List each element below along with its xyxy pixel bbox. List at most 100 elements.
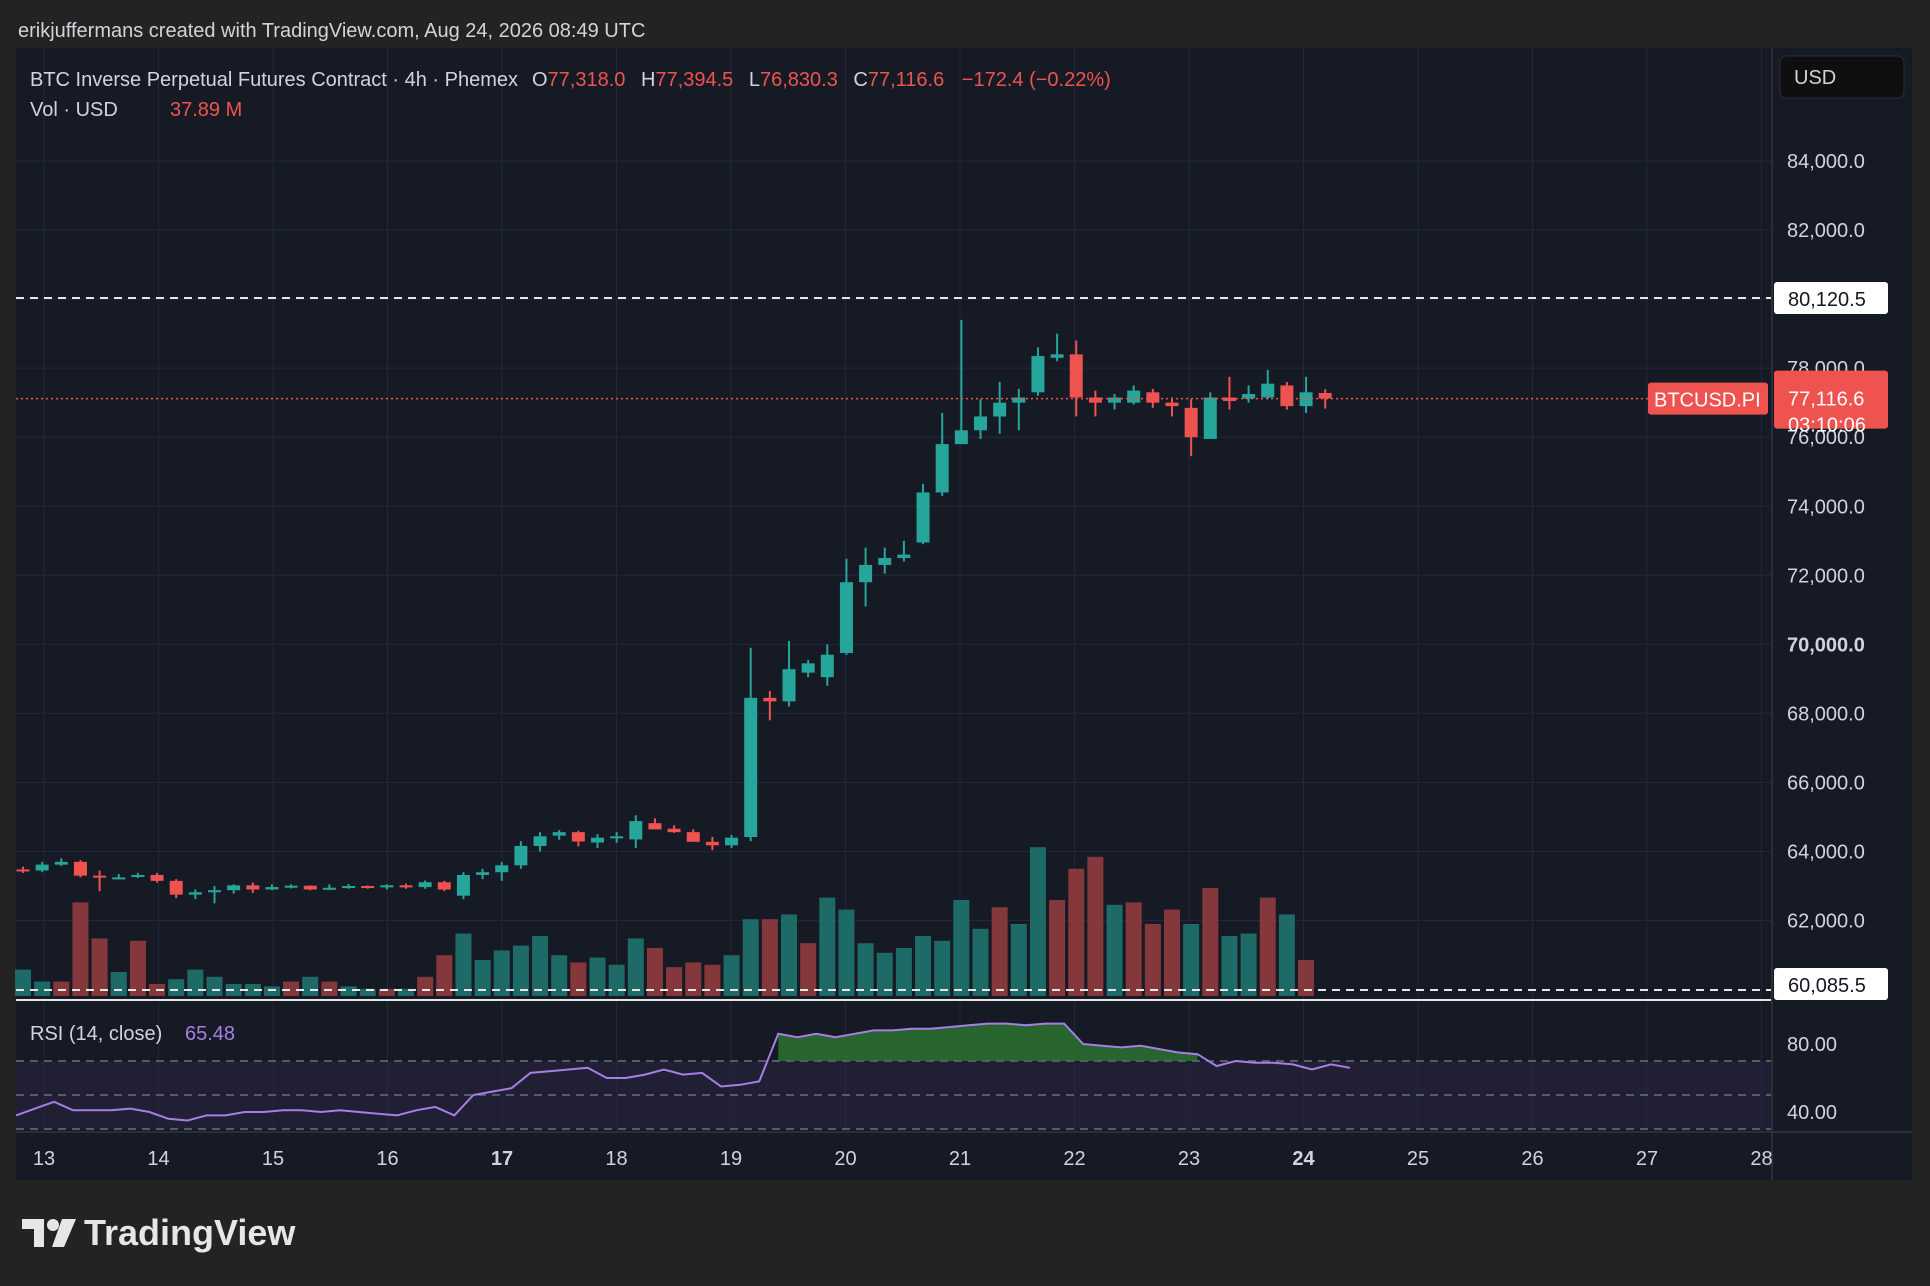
legend-open-value: 77,318.0 [548, 69, 626, 91]
legend-open-label: O [532, 69, 548, 91]
volume-bar [378, 988, 395, 996]
candle-body [380, 885, 394, 888]
volume-bar [1144, 924, 1161, 996]
time-tick-label: 17 [491, 1148, 513, 1170]
time-tick-label: 26 [1521, 1148, 1543, 1170]
symbol-tag-text: BTCUSD.PI [1654, 390, 1761, 412]
price-tick-label: 72,000.0 [1787, 565, 1865, 587]
candle-down [1318, 389, 1332, 409]
volume-bar [436, 955, 453, 996]
candle-up [801, 659, 815, 678]
candlestick-series[interactable] [16, 319, 1332, 904]
candle-body [916, 492, 930, 543]
candle-up [322, 884, 336, 891]
candle-body [169, 880, 183, 895]
candle-down [571, 830, 585, 847]
candle-up [1012, 388, 1026, 431]
volume-bar [1049, 900, 1066, 996]
time-tick-label: 25 [1407, 1148, 1429, 1170]
candle-body [265, 887, 279, 890]
volume-bar [895, 948, 912, 996]
candle-body [533, 836, 547, 846]
volume-bar [302, 976, 319, 996]
volume-bar [1259, 897, 1276, 996]
legend-low-value: 76,830.3 [760, 69, 838, 91]
candle-down [16, 866, 30, 873]
volume-bar [72, 902, 89, 996]
volume-bar [283, 981, 300, 996]
rsi-tick-label: 80.00 [1787, 1034, 1837, 1056]
candle-down [648, 818, 662, 830]
volume-bar [1183, 924, 1200, 996]
candle-body [495, 865, 509, 873]
candle-body [150, 874, 164, 881]
volume-bar [455, 933, 472, 996]
candle-body [667, 828, 681, 833]
candle-up [54, 858, 68, 867]
price-tick-label: 62,000.0 [1787, 911, 1865, 933]
low-price-tag: 60,085.5 [1774, 968, 1888, 1000]
time-tick-label: 15 [262, 1148, 284, 1170]
tradingview-logo[interactable]: TradingView [22, 1212, 295, 1254]
axes: 84,000.082,000.078,000.076,000.074,000.0… [16, 48, 1912, 1180]
price-tick-label: 64,000.0 [1787, 842, 1865, 864]
candle-up [744, 647, 758, 842]
candle-down [1165, 397, 1179, 417]
time-tick-label: 21 [949, 1148, 971, 1170]
candle-up [1127, 385, 1141, 405]
candle-up [131, 872, 145, 879]
candle-up [284, 884, 298, 889]
volume-bar [129, 940, 146, 996]
chart-panel[interactable]: 84,000.082,000.078,000.076,000.074,000.0… [0, 0, 1930, 1190]
legend-ohlc: O77,318.0 H77,394.5 L76,830.3 C77,116.6 … [532, 69, 1111, 91]
volume-bar [570, 962, 587, 996]
volume-bar [781, 914, 797, 996]
volume-bar [953, 900, 970, 996]
volume-bar [532, 936, 549, 996]
candle-up [878, 547, 892, 574]
volume-bar [91, 938, 108, 996]
tradingview-logo-icon [22, 1219, 76, 1247]
volume-bar [800, 943, 817, 996]
time-tick-label: 13 [33, 1148, 55, 1170]
volume-bar [934, 940, 951, 996]
legend-high-label: H [641, 69, 655, 91]
candle-body [456, 874, 470, 896]
candle-body [93, 875, 107, 878]
candle-body [303, 885, 317, 890]
candle-body [1203, 397, 1217, 439]
candle-up [1108, 394, 1122, 410]
rsi-overbought-fill [778, 1023, 1198, 1061]
candle-body [801, 663, 815, 673]
candle-body [686, 832, 700, 842]
rsi-tick-label: 40.00 [1787, 1102, 1837, 1124]
candle-body [418, 882, 432, 888]
volume-bar [646, 948, 663, 996]
candle-down [361, 885, 375, 889]
volume-bar [321, 981, 338, 996]
volume-bar [34, 981, 51, 996]
price-tick-label: 74,000.0 [1787, 496, 1865, 518]
candle-body [342, 886, 356, 889]
volume-bar [666, 967, 683, 996]
symbol-tag: BTCUSD.PI [1648, 382, 1768, 415]
candle-body [1050, 354, 1064, 358]
rsi-pane[interactable] [15, 1022, 1772, 1130]
candle-up [418, 880, 432, 889]
legend-low-label: L [749, 69, 760, 91]
candle-up [265, 884, 279, 891]
candle-up [208, 886, 221, 904]
price-tick-label: 66,000.0 [1787, 772, 1865, 794]
chart-background [16, 48, 1912, 1180]
candle-body [1242, 394, 1256, 399]
rsi-value: 65.48 [185, 1023, 235, 1045]
low-price-tag-bg [1774, 968, 1888, 1000]
candle-up [1050, 333, 1064, 362]
currency-button[interactable]: USD [1779, 55, 1905, 99]
candle-down [763, 690, 777, 721]
volume-bar [110, 972, 127, 996]
candle-up [839, 558, 853, 655]
volume-bar [263, 986, 280, 996]
volume-bar [838, 909, 855, 996]
candle-up [342, 883, 356, 889]
